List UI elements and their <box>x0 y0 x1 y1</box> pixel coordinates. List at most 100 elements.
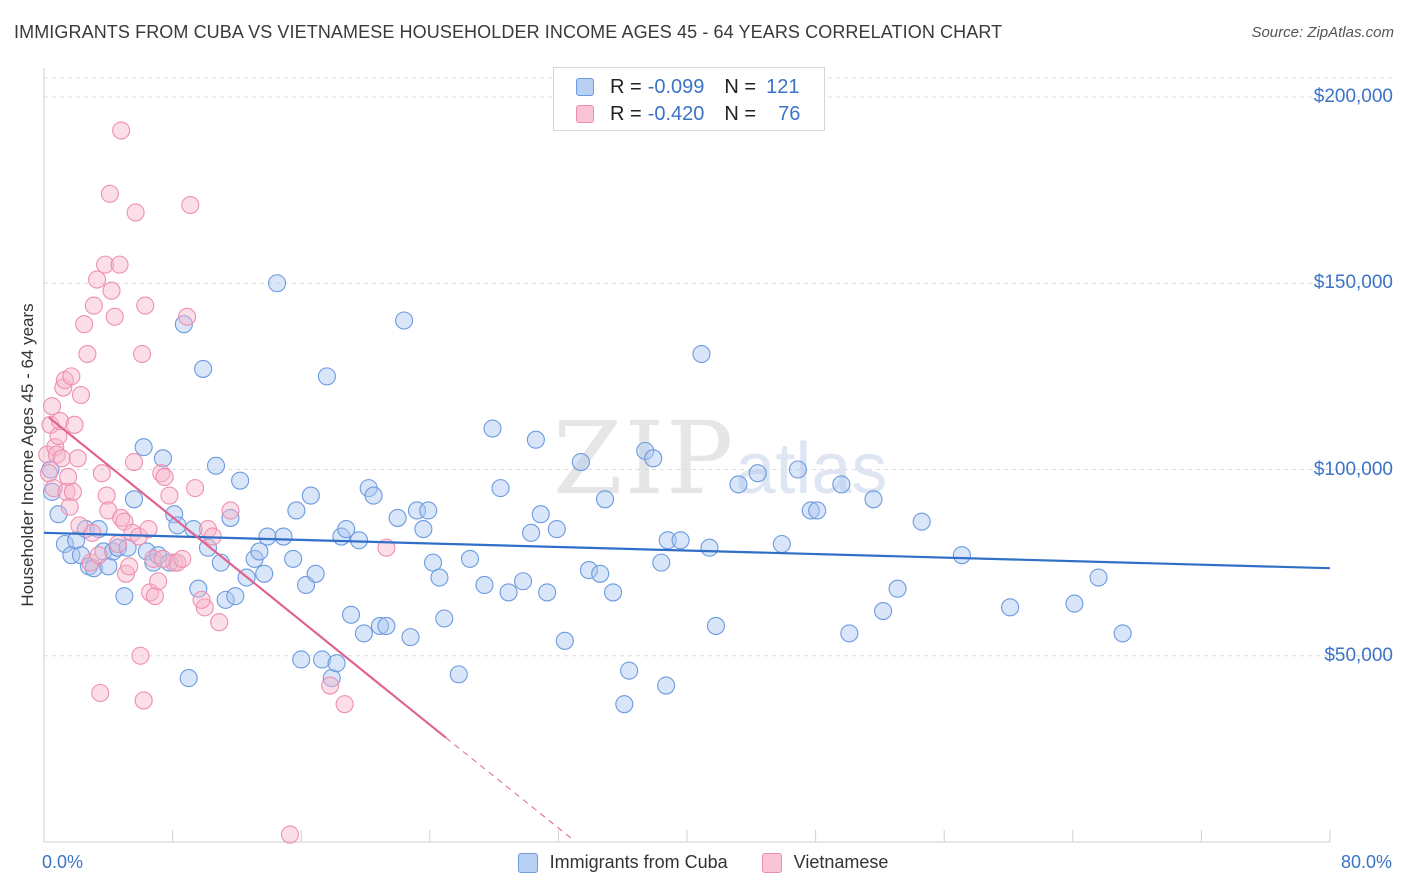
point-vietnamese <box>149 572 168 591</box>
legend-r-value: -0.420 <box>647 102 705 125</box>
point-vietnamese <box>280 825 299 844</box>
point-cuba <box>226 587 245 606</box>
point-vietnamese <box>110 255 129 274</box>
point-cuba <box>888 579 907 598</box>
point-cuba <box>189 579 208 598</box>
point-cuba <box>644 449 663 468</box>
legend-r-value: -0.099 <box>647 75 705 98</box>
point-cuba <box>449 665 468 684</box>
point-cuba <box>1065 594 1084 613</box>
point-vietnamese <box>63 482 82 501</box>
point-cuba <box>591 564 610 583</box>
point-cuba <box>306 564 325 583</box>
point-cuba <box>430 568 449 587</box>
point-vietnamese <box>60 497 79 516</box>
point-vietnamese <box>71 385 91 405</box>
point-cuba <box>526 430 545 449</box>
point-cuba <box>801 501 820 520</box>
point-vietnamese <box>144 549 163 568</box>
point-cuba <box>370 616 390 636</box>
point-cuba <box>491 479 510 498</box>
point-vietnamese <box>210 613 229 632</box>
point-vietnamese <box>124 452 144 472</box>
point-cuba <box>292 650 311 669</box>
point-vietnamese <box>108 534 127 554</box>
point-cuba <box>49 505 68 524</box>
point-cuba <box>137 542 156 561</box>
point-cuba <box>460 549 480 568</box>
legend-label-vietnamese: Vietnamese <box>793 852 889 872</box>
point-cuba <box>337 520 356 539</box>
point-cuba <box>435 609 454 628</box>
chart-title: IMMIGRANTS FROM CUBA VS VIETNAMESE HOUSE… <box>14 22 1003 42</box>
legend-n-value: 76 <box>778 102 801 125</box>
point-cuba <box>134 438 153 457</box>
point-cuba <box>341 605 361 624</box>
legend-swatch-vietnamese <box>761 852 782 873</box>
watermark-zip: ZIP <box>553 400 735 517</box>
point-cuba <box>115 587 134 606</box>
point-vietnamese <box>84 296 103 315</box>
point-vietnamese <box>105 307 124 326</box>
y-tick-label: $50,000 <box>1324 644 1393 666</box>
point-vietnamese <box>97 486 116 505</box>
point-vietnamese <box>377 538 396 557</box>
point-vietnamese <box>57 482 76 501</box>
point-vietnamese <box>126 203 145 222</box>
point-cuba <box>620 661 639 680</box>
point-cuba <box>513 572 533 591</box>
point-vietnamese <box>49 426 68 446</box>
point-cuba <box>499 583 518 602</box>
point-vietnamese <box>87 270 107 289</box>
point-cuba <box>354 624 373 643</box>
y-tick-label: $100,000 <box>1313 458 1393 480</box>
legend-n-value: 121 <box>766 75 800 98</box>
point-cuba <box>401 628 420 647</box>
point-cuba <box>414 520 433 539</box>
point-cuba <box>522 523 541 542</box>
point-vietnamese <box>155 467 174 487</box>
legend-label-cuba: Immigrants from Cuba <box>549 852 728 872</box>
point-cuba <box>864 490 883 509</box>
point-cuba <box>419 501 438 520</box>
point-vietnamese <box>145 587 164 606</box>
point-vietnamese <box>181 195 200 215</box>
point-vietnamese <box>92 464 111 483</box>
point-vietnamese <box>96 255 115 274</box>
point-vietnamese <box>133 344 152 364</box>
point-cuba <box>255 564 274 583</box>
point-cuba <box>377 616 396 636</box>
point-vietnamese <box>186 479 205 498</box>
point-cuba <box>571 452 590 472</box>
point-cuba <box>729 475 748 494</box>
legend-item-vietnamese: Vietnamese <box>761 852 889 873</box>
x-max-label: 80.0% <box>1340 852 1392 872</box>
point-vietnamese <box>160 486 179 505</box>
point-vietnamese <box>70 516 89 535</box>
point-cuba <box>706 616 725 636</box>
point-cuba <box>268 274 287 293</box>
point-vietnamese <box>78 344 97 364</box>
point-vietnamese <box>102 281 121 300</box>
point-cuba <box>1001 598 1020 617</box>
point-vietnamese <box>91 683 110 703</box>
point-cuba <box>216 590 235 609</box>
point-cuba <box>206 456 226 475</box>
point-cuba <box>231 471 250 490</box>
correlation-legend: R = -0.099 N = 121 R = -0.420 N = 76 <box>553 67 825 131</box>
point-cuba <box>301 486 320 505</box>
point-cuba <box>692 344 711 364</box>
legend-swatch-cuba <box>517 852 538 873</box>
legend-n-label: N = <box>724 102 757 125</box>
point-cuba <box>258 527 277 546</box>
point-vietnamese <box>89 546 108 565</box>
point-vietnamese <box>131 646 150 665</box>
point-cuba <box>179 669 198 688</box>
legend-r-label: R = <box>610 102 642 125</box>
point-cuba <box>1089 568 1108 587</box>
point-cuba <box>952 546 971 565</box>
point-vietnamese <box>134 691 153 710</box>
axes <box>43 68 1331 843</box>
point-vietnamese <box>62 367 81 386</box>
